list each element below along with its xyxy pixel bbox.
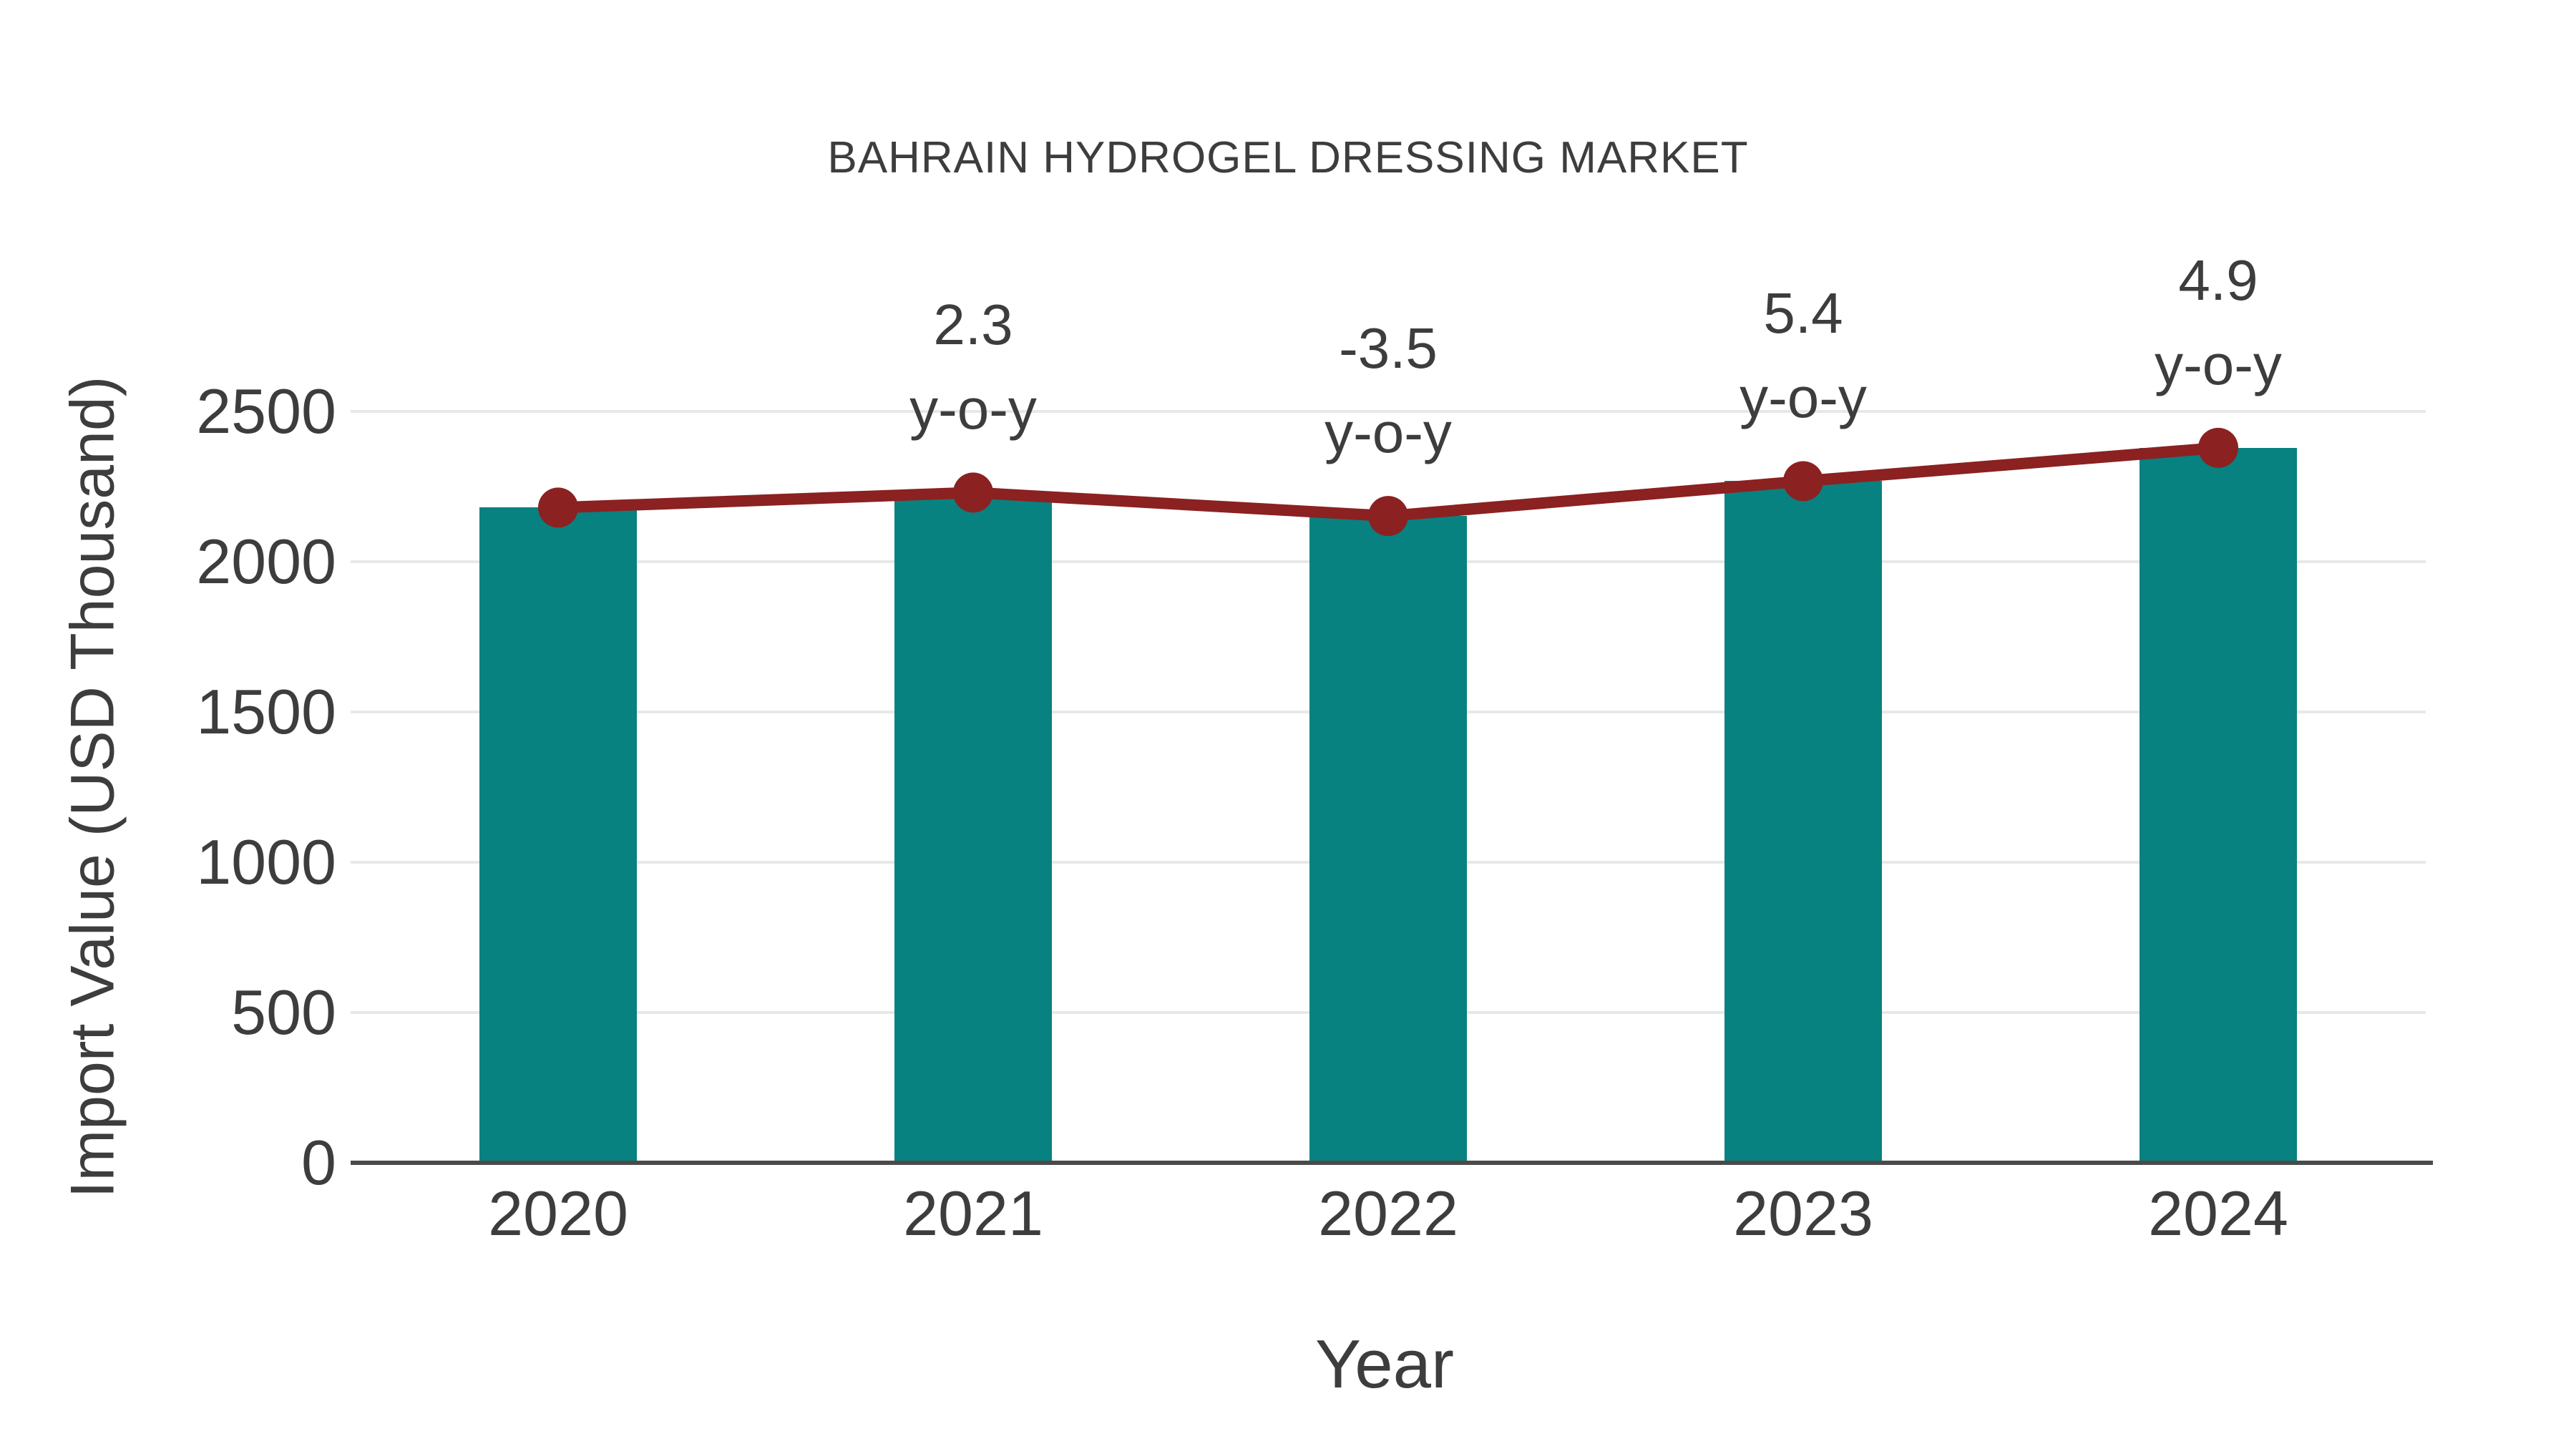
annotation-suffix-2023: y-o-y — [1740, 366, 1867, 430]
y-tick-1000: 1000 — [196, 826, 336, 897]
y-tick-0: 0 — [301, 1127, 336, 1198]
x-axis-line — [351, 1161, 2433, 1165]
y-axis-label: Import Value (USD Thousand) — [58, 376, 127, 1199]
x-axis-label: Year — [1315, 1326, 1454, 1402]
bar-2022 — [1309, 516, 1467, 1163]
annotation-2021: 2.3 y-o-y — [909, 283, 1037, 452]
annotation-value-2021: 2.3 — [933, 293, 1013, 357]
annotation-2024: 4.9 y-o-y — [2155, 238, 2282, 407]
annotation-value-2023: 5.4 — [1763, 281, 1843, 346]
x-tick-2024: 2024 — [2148, 1178, 2288, 1249]
x-tick-2022: 2022 — [1318, 1178, 1458, 1249]
annotation-2022: -3.5 y-o-y — [1324, 306, 1452, 475]
bar-2023 — [1724, 481, 1882, 1163]
bar-2024 — [2140, 447, 2297, 1163]
x-tick-2020: 2020 — [488, 1178, 628, 1249]
annotation-value-2024: 4.9 — [2178, 248, 2258, 312]
annotation-suffix-2022: y-o-y — [1324, 401, 1452, 465]
gridline-2500 — [351, 410, 2426, 413]
bar-2021 — [894, 492, 1052, 1163]
annotation-value-2022: -3.5 — [1339, 316, 1438, 381]
annotation-suffix-2024: y-o-y — [2155, 332, 2282, 396]
x-tick-2023: 2023 — [1733, 1178, 1873, 1249]
annotation-2023: 5.4 y-o-y — [1740, 271, 1867, 440]
chart-title: BAHRAIN HYDROGEL DRESSING MARKET — [827, 133, 1749, 182]
y-tick-500: 500 — [231, 977, 336, 1048]
y-tick-1500: 1500 — [196, 676, 336, 747]
y-tick-2500: 2500 — [196, 376, 336, 447]
bar-2020 — [479, 507, 637, 1163]
y-tick-2000: 2000 — [196, 526, 336, 597]
x-tick-2021: 2021 — [903, 1178, 1043, 1249]
annotation-suffix-2021: y-o-y — [909, 377, 1037, 441]
